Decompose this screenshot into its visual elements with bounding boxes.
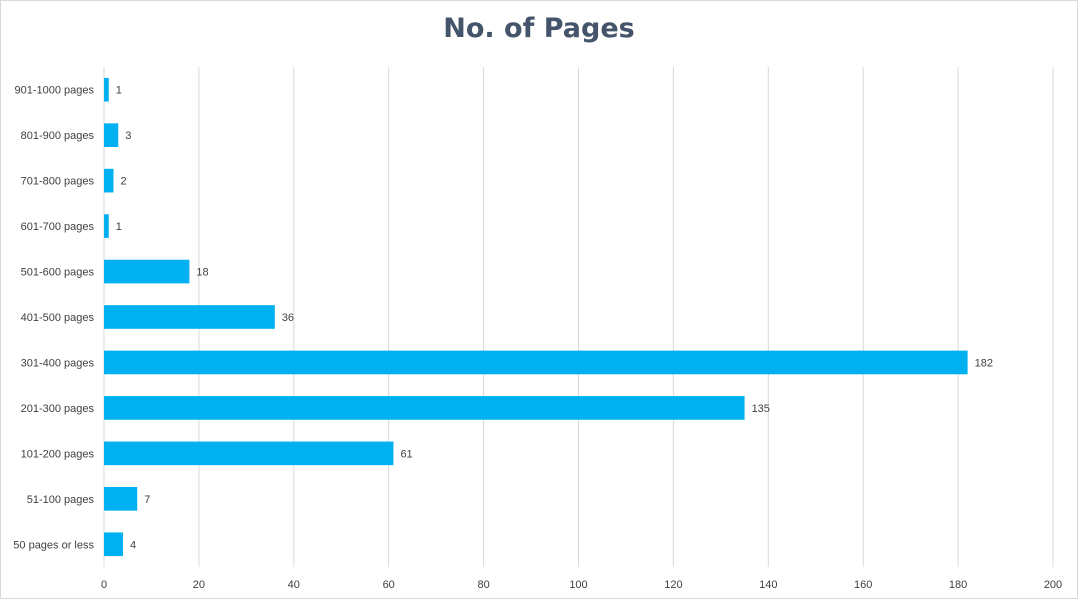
data-label: 1 (116, 85, 122, 97)
chart-title: No. of Pages (443, 13, 635, 44)
x-tick-label: 40 (288, 579, 300, 591)
x-tick-label: 200 (1044, 579, 1062, 591)
bar-5 (104, 305, 275, 329)
data-label: 135 (752, 403, 770, 415)
x-tick-label: 60 (383, 579, 395, 591)
data-label: 2 (120, 176, 126, 188)
data-label: 3 (125, 130, 131, 142)
x-tick-label: 100 (569, 579, 587, 591)
category-label: 501-600 pages (21, 267, 95, 279)
category-label: 601-700 pages (21, 221, 95, 233)
bar-2 (104, 441, 394, 466)
data-label: 18 (196, 267, 208, 279)
category-label: 50 pages or less (13, 539, 94, 551)
bar-10 (104, 77, 109, 102)
x-tick-label: 120 (664, 579, 682, 591)
category-label: 51-100 pages (27, 494, 95, 506)
x-tick-label: 0 (101, 579, 107, 591)
bars (104, 77, 968, 557)
category-label: 901-1000 pages (14, 85, 94, 97)
bar-9 (104, 123, 119, 147)
category-label: 201-300 pages (21, 403, 95, 415)
x-tick-label: 20 (193, 579, 205, 591)
data-label: 36 (282, 312, 294, 324)
bar-6 (104, 259, 190, 284)
category-label: 701-800 pages (21, 176, 95, 188)
category-labels: 50 pages or less 51-100 pages 101-200 page… (13, 85, 94, 552)
x-tick-labels: 0 20 40 60 80 100 120 140 160 180 200 (101, 579, 1062, 591)
data-label: 61 (400, 448, 412, 460)
data-label: 7 (144, 494, 150, 506)
bar-8 (104, 168, 114, 193)
category-label: 101-200 pages (21, 448, 95, 460)
data-label: 4 (130, 539, 136, 551)
x-tick-label: 80 (477, 579, 489, 591)
x-tick-label: 140 (759, 579, 777, 591)
bar-7 (104, 214, 109, 238)
data-label: 1 (116, 221, 122, 233)
category-label: 401-500 pages (21, 312, 95, 324)
bar-3 (104, 396, 745, 420)
bar-0 (104, 532, 123, 557)
bar-1 (104, 487, 138, 511)
category-label: 801-900 pages (21, 130, 95, 142)
x-tick-label: 180 (949, 579, 967, 591)
category-label: 301-400 pages (21, 357, 95, 369)
data-label: 182 (975, 357, 993, 369)
bar-4 (104, 350, 968, 375)
data-labels: 4 7 61 135 182 36 18 1 2 3 1 (116, 85, 993, 552)
x-tick-label: 160 (854, 579, 872, 591)
